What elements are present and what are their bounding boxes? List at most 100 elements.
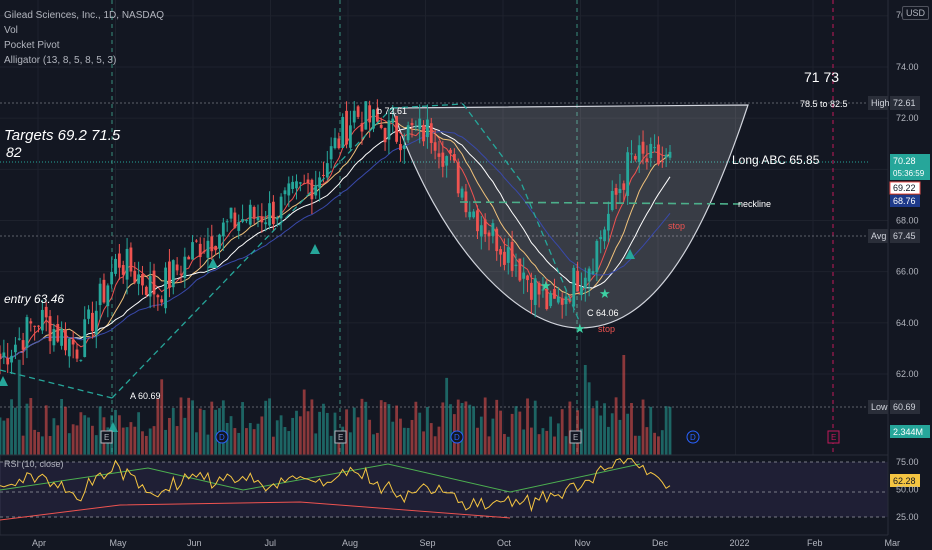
svg-text:D: D: [690, 433, 696, 442]
volume-bar: [156, 398, 160, 455]
candle: [341, 113, 345, 148]
candle: [402, 133, 406, 164]
volume-bar: [256, 423, 260, 455]
time-axis-ticks: Apr May Jun Jul Aug Sep Oct Nov Dec 2022 Feb Mar: [32, 538, 900, 548]
volume-bar: [468, 404, 472, 455]
volume-bar: [248, 422, 252, 455]
candle: [21, 332, 25, 365]
volume-bar: [67, 433, 71, 455]
targets-label-82: 82: [6, 144, 22, 160]
candle: [210, 224, 214, 260]
stop-lower-label: stop: [598, 324, 615, 334]
candle: [572, 265, 576, 313]
candle: [503, 238, 506, 271]
candle: [356, 104, 360, 119]
high-tag-label-bg: [868, 96, 888, 110]
candle: [252, 205, 256, 225]
candle: [229, 207, 233, 223]
volume-bar: [645, 427, 649, 455]
candle: [564, 288, 568, 316]
earnings-marker-future[interactable]: E: [827, 430, 840, 444]
candle: [283, 187, 287, 206]
price-tick: 74.00: [896, 62, 919, 72]
volume-bar: [194, 432, 198, 455]
time-axis[interactable]: [0, 535, 932, 550]
candle: [156, 293, 160, 311]
candle: [137, 261, 141, 296]
volume-bar: [141, 431, 144, 455]
earnings-marker[interactable]: E: [334, 430, 347, 444]
svg-text:E: E: [831, 433, 836, 442]
volume-bar: [618, 419, 622, 455]
volume-bar: [441, 402, 445, 455]
volume-bar: [356, 417, 360, 455]
candle: [610, 180, 614, 212]
legend-alligator[interactable]: Alligator (13, 8, 5, 8, 5, 3): [4, 55, 117, 66]
candle: [460, 186, 464, 201]
candle: [183, 247, 187, 289]
tag-68-bg: [890, 195, 920, 207]
candle: [491, 219, 495, 244]
dividend-marker[interactable]: D: [686, 430, 700, 444]
candle: [329, 137, 333, 169]
candlesticks: [0, 99, 672, 375]
volume-bar: [206, 434, 210, 455]
candle: [433, 129, 437, 160]
candle: [310, 178, 314, 215]
price-axis[interactable]: [888, 0, 932, 550]
legend-title[interactable]: Gilead Sciences, Inc., 1D, NASDAQ: [4, 10, 165, 21]
volume-bar: [133, 426, 137, 455]
countdown: 05:36:59: [893, 169, 925, 178]
candle: [391, 105, 395, 134]
candle: [518, 258, 522, 282]
earnings-marker[interactable]: E: [569, 430, 582, 444]
time-tick: Feb: [807, 538, 823, 548]
dividend-marker[interactable]: D: [215, 430, 229, 444]
candle: [91, 301, 94, 339]
candle: [302, 174, 306, 185]
moving-average-line: [0, 131, 671, 360]
candle: [664, 148, 668, 168]
candle: [479, 215, 483, 250]
legend-volume[interactable]: Vol: [4, 25, 18, 36]
dividend-marker[interactable]: D: [450, 430, 464, 444]
candle: [580, 272, 583, 301]
volume-bar: [479, 416, 483, 455]
volume-bar: [302, 389, 306, 455]
volume-bar: [241, 402, 244, 455]
rsi-axis-ticks: 75.00 50.00 25.00: [896, 457, 919, 522]
volume-bar: [556, 423, 560, 455]
candle: [476, 205, 479, 240]
candle: [372, 109, 375, 133]
candle: [237, 214, 241, 240]
candle: [87, 305, 90, 325]
candle: [333, 128, 337, 150]
candle: [599, 230, 603, 254]
time-tick: May: [110, 538, 128, 548]
volume-bar: [526, 398, 529, 455]
candle: [587, 266, 591, 297]
legend-pocket-pivot[interactable]: Pocket Pivot: [4, 40, 60, 51]
candle: [133, 262, 137, 285]
volume-bar: [456, 399, 460, 455]
time-tick: Nov: [575, 538, 592, 548]
volume-bar: [17, 359, 21, 455]
event-markers[interactable]: E E E E D D D: [100, 430, 840, 444]
currency-badge[interactable]: USD: [902, 6, 930, 20]
star-markers: ★ ★ ★: [540, 279, 611, 337]
volume-bar: [221, 400, 225, 455]
volume-bar: [125, 427, 129, 455]
candle: [64, 322, 67, 356]
volume-bar: [117, 415, 121, 455]
candle: [633, 153, 637, 162]
volume-bar: [491, 418, 495, 455]
rsi-tick: 75.00: [896, 457, 919, 467]
candle: [29, 318, 33, 332]
earnings-marker[interactable]: E: [100, 430, 113, 444]
volume-bar: [387, 404, 391, 455]
candle: [141, 265, 144, 295]
volume-bar: [175, 426, 179, 455]
volume-bar: [637, 435, 641, 455]
volume-bar: [214, 409, 218, 455]
